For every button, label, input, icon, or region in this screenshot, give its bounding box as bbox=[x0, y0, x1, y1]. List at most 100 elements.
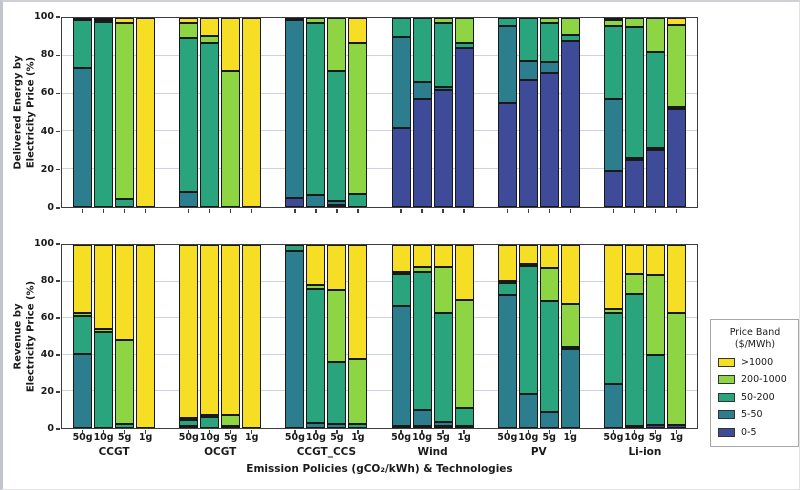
x-axis-tick bbox=[188, 209, 190, 213]
x-axis-tick bbox=[123, 430, 126, 434]
x-axis-title: Emission Policies (gCO₂/kWh) & Technolog… bbox=[246, 463, 513, 475]
grid-line bbox=[62, 280, 697, 282]
stacked-bar bbox=[327, 245, 347, 428]
bar-segment-5-50 bbox=[603, 384, 623, 428]
y-axis-tick bbox=[56, 169, 60, 171]
bar-segment-200-1000 bbox=[454, 299, 474, 408]
bar-segment-50-200 bbox=[433, 22, 453, 87]
bar-segment-5-50 bbox=[645, 148, 665, 151]
bar-segment->1000 bbox=[624, 245, 644, 275]
legend-title-line2: ($/MWh) bbox=[734, 338, 776, 350]
bar-segment-200-1000 bbox=[200, 415, 220, 418]
grid-line bbox=[62, 130, 697, 132]
bar-segment-50-200 bbox=[412, 271, 432, 411]
bar-segment-50-200 bbox=[603, 25, 623, 99]
bar-segment-50-200 bbox=[539, 300, 559, 413]
bar-segment-5-50 bbox=[327, 424, 347, 428]
group-label: OCGT bbox=[204, 446, 237, 458]
bar-segment-200-1000 bbox=[115, 22, 135, 200]
y-tick-label: 20 bbox=[40, 163, 54, 175]
stacked-bar bbox=[539, 18, 559, 207]
stacked-bar bbox=[221, 245, 241, 428]
stacked-bar bbox=[200, 18, 220, 207]
bar-segment-200-1000 bbox=[624, 17, 644, 28]
bar-segment-200-1000 bbox=[94, 329, 114, 332]
bar-segment->1000 bbox=[179, 18, 199, 23]
bar-segment-5-50 bbox=[306, 194, 326, 207]
bar-segment-5-50 bbox=[497, 25, 517, 104]
stacked-bar bbox=[242, 18, 262, 207]
y-axis-label-delivered-energy: Delivered Energy by Electricity Price (%… bbox=[13, 3, 38, 223]
x-axis-tick bbox=[230, 209, 232, 213]
bar-segment-50-200 bbox=[306, 288, 326, 424]
bar-segment->1000 bbox=[327, 245, 347, 290]
legend-entry: 5-50 bbox=[718, 409, 792, 420]
bar-segment->1000 bbox=[94, 18, 114, 20]
bar-segment-5-50 bbox=[285, 20, 305, 198]
bar-segment-5-50 bbox=[179, 191, 199, 207]
x-tick-label: 50g bbox=[284, 432, 305, 443]
legend-label: 50-200 bbox=[741, 391, 775, 403]
stacked-bar bbox=[306, 18, 326, 207]
bar-segment->1000 bbox=[306, 245, 326, 286]
x-axis-tick bbox=[102, 430, 105, 434]
bar-segment-5-50 bbox=[412, 410, 432, 426]
x-axis-tick bbox=[506, 209, 508, 213]
bar-segment-200-1000 bbox=[73, 312, 93, 317]
x-axis-tick bbox=[251, 430, 253, 434]
bar-segment-0-5 bbox=[645, 150, 665, 207]
bar-segment->1000 bbox=[221, 18, 241, 71]
x-axis-tick bbox=[357, 209, 359, 213]
stacked-bar bbox=[348, 18, 368, 207]
y-tick-label: 60 bbox=[40, 312, 54, 323]
bar-segment->1000 bbox=[94, 245, 114, 330]
x-axis-tick bbox=[548, 430, 550, 434]
bar-segment->1000 bbox=[73, 245, 93, 313]
bar-segment-50-200 bbox=[433, 312, 453, 423]
legend-entry: 200-1000 bbox=[718, 374, 792, 385]
bar-segment-5-50 bbox=[433, 87, 453, 90]
y-tick-label: 100 bbox=[34, 11, 54, 22]
x-tick-label: 10g bbox=[412, 432, 433, 443]
bar-segment-50-200 bbox=[73, 20, 93, 68]
stacked-bar bbox=[285, 245, 305, 428]
bar-segment->1000 bbox=[242, 245, 262, 428]
x-axis-tick bbox=[548, 209, 550, 213]
bar-segment-0-5 bbox=[433, 426, 453, 428]
legend-entry: 0-5 bbox=[718, 427, 792, 438]
bar-segment-5-50 bbox=[560, 349, 580, 428]
bar-segment-50-200 bbox=[73, 316, 93, 354]
x-tick-label: 5g bbox=[330, 432, 344, 443]
bar-segment-5-50 bbox=[539, 62, 559, 73]
bar-segment-200-1000 bbox=[645, 18, 665, 53]
bar-segment-0-5 bbox=[666, 108, 686, 207]
legend-title-line1: Price Band bbox=[729, 327, 781, 338]
x-tick-label: 5g bbox=[436, 432, 450, 443]
bar-segment-0-5 bbox=[327, 205, 347, 207]
x-axis-tick bbox=[654, 430, 656, 434]
bar-segment->1000 bbox=[454, 245, 474, 300]
bar-segment-5-50 bbox=[624, 157, 644, 160]
bar-segment-0-5 bbox=[603, 171, 623, 207]
y-tick-label: 20 bbox=[40, 386, 54, 397]
bar-segment-200-1000 bbox=[179, 417, 199, 420]
x-tick-label: 1g bbox=[351, 432, 365, 443]
legend-label: >1000 bbox=[741, 356, 774, 368]
bar-segment-50-200 bbox=[348, 424, 368, 428]
bar-segment-200-1000 bbox=[454, 18, 474, 43]
bar-segment-50-200 bbox=[327, 362, 347, 425]
bar-segment-5-50 bbox=[73, 67, 93, 207]
legend-entry: 50-200 bbox=[718, 392, 792, 403]
bar-segment-200-1000 bbox=[560, 304, 580, 348]
x-tick-label: 5g bbox=[117, 432, 132, 443]
x-axis-tick bbox=[144, 430, 147, 434]
group-label: CCGT_CCS bbox=[296, 446, 357, 458]
bar-segment->1000 bbox=[412, 245, 432, 267]
stacked-bar bbox=[603, 245, 623, 428]
bar-segment-5-50 bbox=[518, 394, 538, 428]
x-axis-tick bbox=[675, 430, 677, 434]
y-tick-label: 100 bbox=[34, 238, 54, 249]
x-axis-tick bbox=[336, 209, 338, 213]
x-axis-tick bbox=[569, 209, 571, 213]
x-axis-tick bbox=[81, 209, 84, 213]
